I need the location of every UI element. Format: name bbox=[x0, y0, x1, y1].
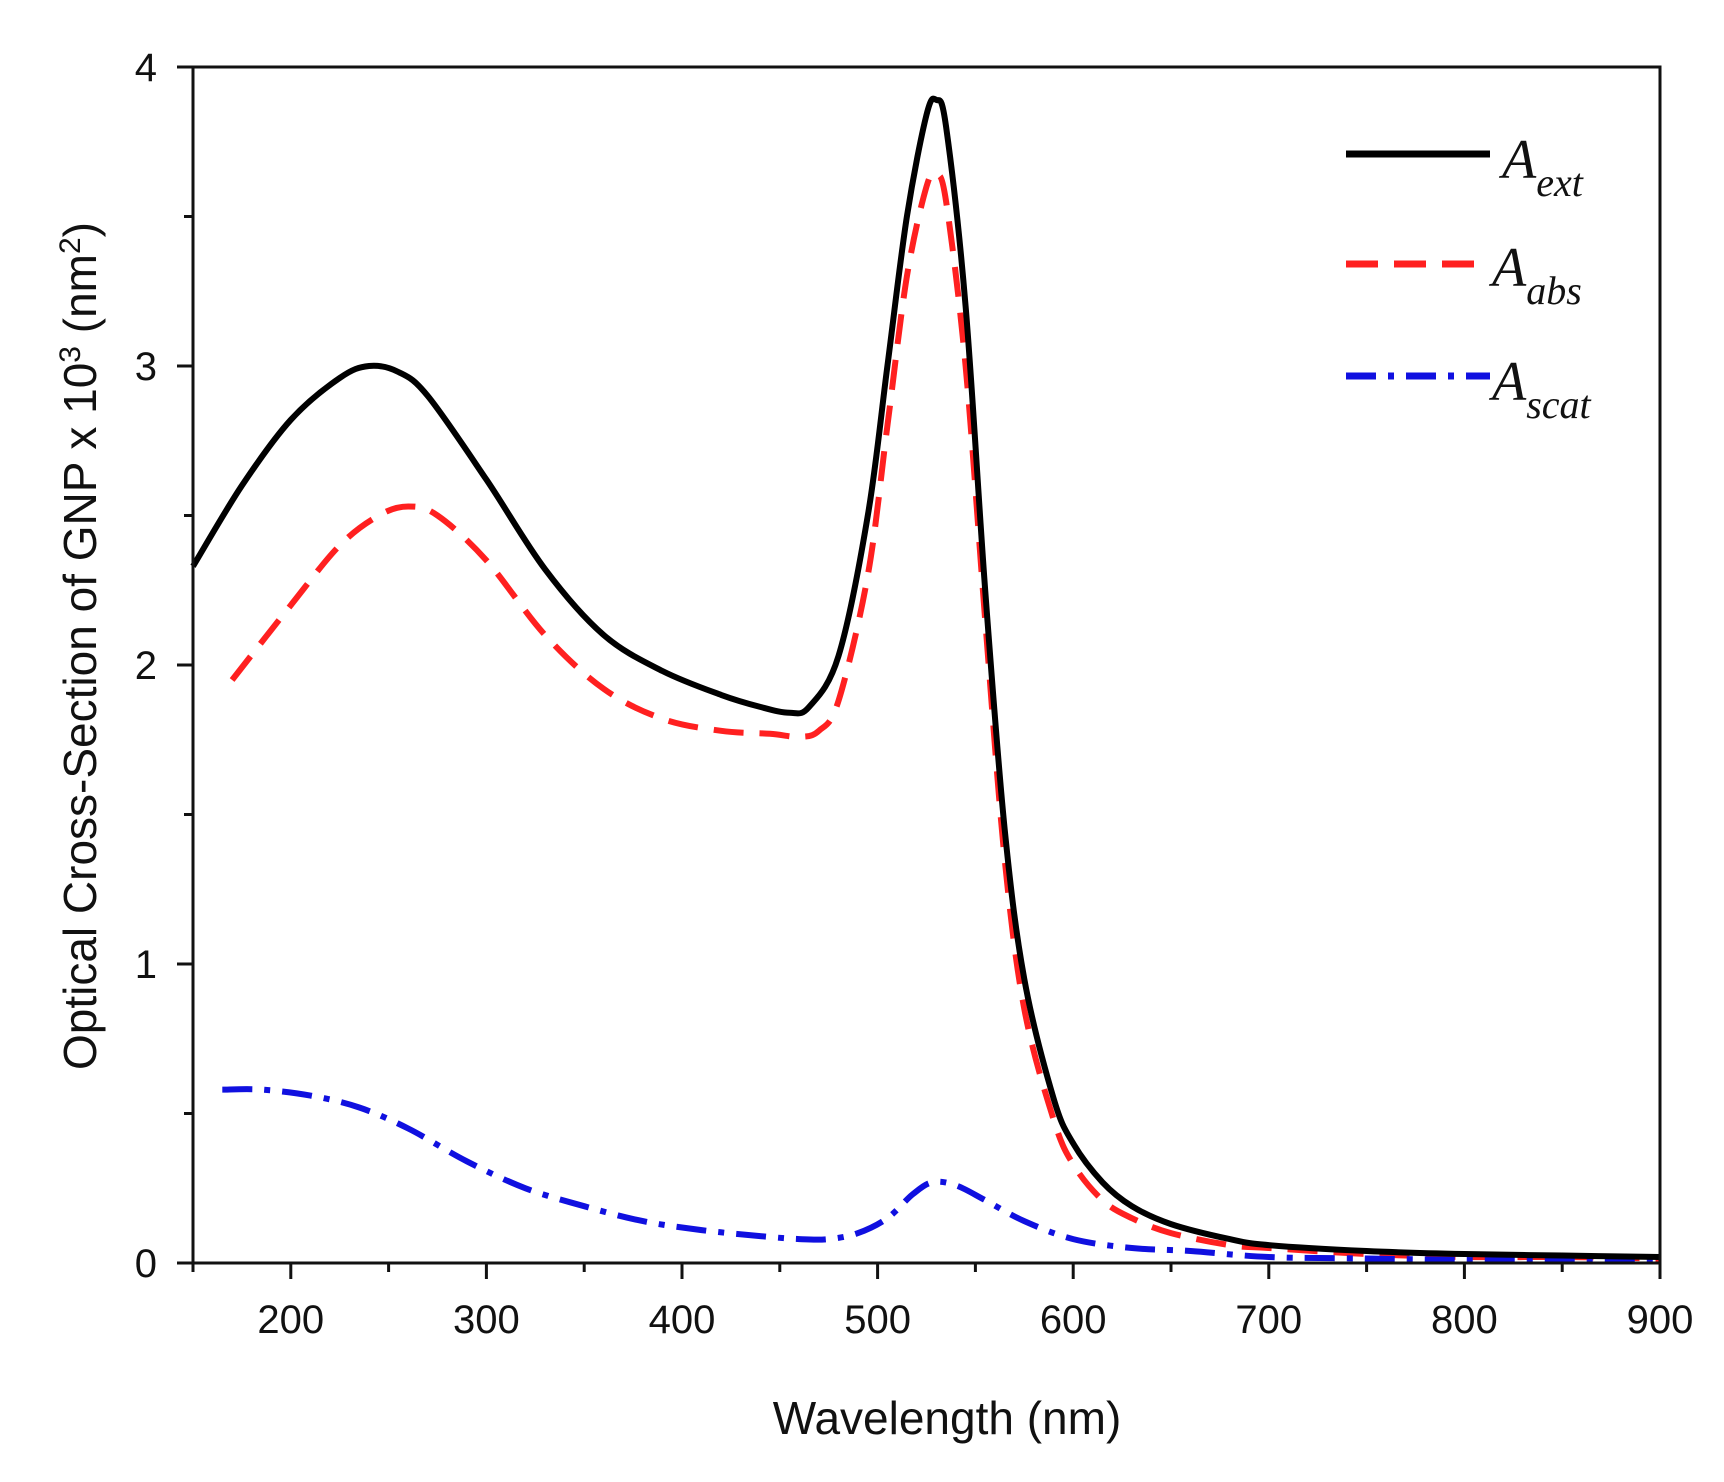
legend-label-abs: Aabs bbox=[1488, 237, 1582, 313]
y-axis-title-unit-close: ) bbox=[54, 222, 106, 237]
legend-label-ext: Aext bbox=[1498, 129, 1584, 205]
y-axis-title: Optical Cross-Section of GNP x 103 (nm2) bbox=[54, 222, 106, 1070]
x-tick-label-800: 800 bbox=[1431, 1298, 1498, 1342]
major-ticks bbox=[177, 65, 1662, 1279]
plot-frame bbox=[191, 65, 1662, 1265]
series-line-abs bbox=[229, 169, 1661, 1262]
x-axis-title: Wavelength (nm) bbox=[773, 1392, 1122, 1444]
x-tick-label-600: 600 bbox=[1040, 1298, 1107, 1342]
legend-label-ext-sub: ext bbox=[1536, 160, 1584, 205]
y-tick-label-4: 4 bbox=[135, 46, 157, 90]
series-line-ext bbox=[190, 95, 1661, 1260]
x-tick-label-200: 200 bbox=[257, 1298, 324, 1342]
y-axis-title-unit-open: (nm bbox=[54, 254, 106, 346]
legend-label-scat-main: A bbox=[1488, 351, 1527, 413]
series-line-scat bbox=[222, 1086, 1661, 1265]
x-tick-label-300: 300 bbox=[453, 1298, 520, 1342]
x-tick-label-500: 500 bbox=[844, 1298, 911, 1342]
x-tick-labels: 200 300 400 500 600 700 800 900 bbox=[257, 1298, 1693, 1342]
y-axis-title-unit-exponent: 2 bbox=[54, 237, 87, 254]
y-tick-label-0: 0 bbox=[135, 1242, 157, 1286]
y-tick-label-1: 1 bbox=[135, 943, 157, 987]
legend-label-ext-main: A bbox=[1498, 129, 1537, 191]
y-tick-label-3: 3 bbox=[135, 345, 157, 389]
series-lines bbox=[190, 95, 1661, 1265]
y-axis-title-exponent: 3 bbox=[54, 346, 87, 363]
legend-label-scat: Ascat bbox=[1488, 351, 1592, 427]
y-tick-label-2: 2 bbox=[135, 644, 157, 688]
x-tick-label-400: 400 bbox=[649, 1298, 716, 1342]
y-tick-labels: 0 1 2 3 4 bbox=[135, 46, 157, 1286]
y-axis-title-main: Optical Cross-Section of GNP x 10 bbox=[54, 363, 106, 1070]
legend-label-scat-sub: scat bbox=[1526, 382, 1591, 427]
legend-label-abs-main: A bbox=[1488, 237, 1527, 299]
x-tick-label-900: 900 bbox=[1627, 1298, 1694, 1342]
legend: Aext Aabs Ascat bbox=[1346, 129, 1592, 427]
x-tick-label-700: 700 bbox=[1235, 1298, 1302, 1342]
legend-label-abs-sub: abs bbox=[1526, 268, 1582, 313]
